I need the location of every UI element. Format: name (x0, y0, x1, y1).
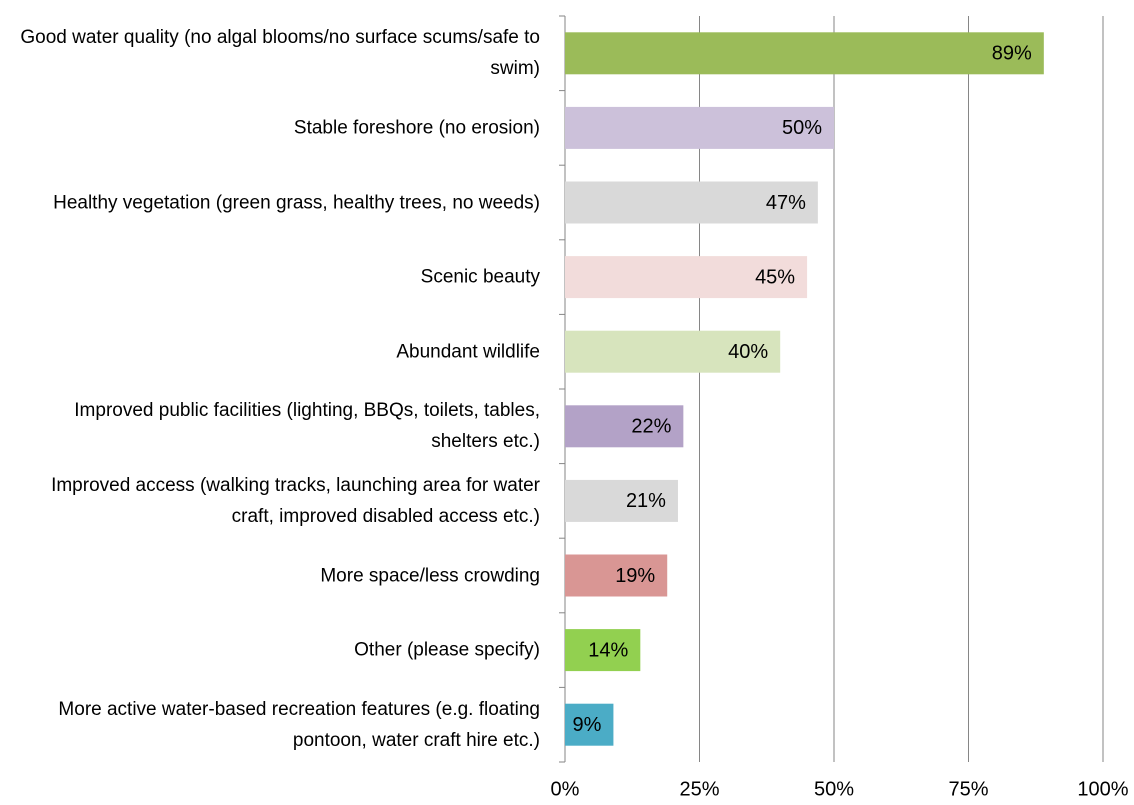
value-label: 45% (755, 266, 795, 288)
x-tick-label: 100% (1077, 778, 1128, 800)
category-label: Abundant wildlife (396, 341, 540, 363)
category-label: More space/less crowding (320, 565, 540, 586)
category-label: Improved access (walking tracks, launchi… (51, 474, 540, 527)
category-label: Improved public facilities (lighting, BB… (74, 400, 540, 453)
category-label: Scenic beauty (420, 266, 540, 288)
value-label: 22% (631, 416, 671, 438)
bar (565, 554, 668, 597)
x-tick-label: 50% (814, 778, 854, 800)
value-label: 47% (766, 192, 806, 214)
bar (565, 629, 641, 672)
value-label: 50% (782, 117, 822, 139)
category-label: More active water-based recreation featu… (58, 698, 540, 751)
bar (565, 479, 678, 522)
value-label: 19% (615, 565, 655, 587)
x-tick-label: 75% (948, 778, 988, 800)
bar (565, 256, 808, 299)
value-label: 14% (588, 639, 628, 661)
category-label: Healthy vegetation (green grass, healthy… (53, 192, 540, 213)
x-tick-label: 25% (679, 778, 719, 800)
value-label: 89% (992, 43, 1032, 65)
bar (565, 106, 834, 149)
bar (565, 181, 818, 224)
bar (565, 330, 781, 373)
value-label: 9% (573, 714, 602, 736)
bar (565, 405, 684, 448)
value-label: 40% (728, 341, 768, 363)
category-label: Stable foreshore (no erosion) (293, 117, 540, 139)
x-tick-label: 0% (551, 778, 580, 800)
value-label: 21% (626, 490, 666, 512)
category-label: Other (please specify) (354, 639, 540, 661)
bar (565, 32, 1044, 75)
bar (565, 703, 614, 746)
category-label: Good water quality (no algal blooms/no s… (20, 27, 540, 80)
